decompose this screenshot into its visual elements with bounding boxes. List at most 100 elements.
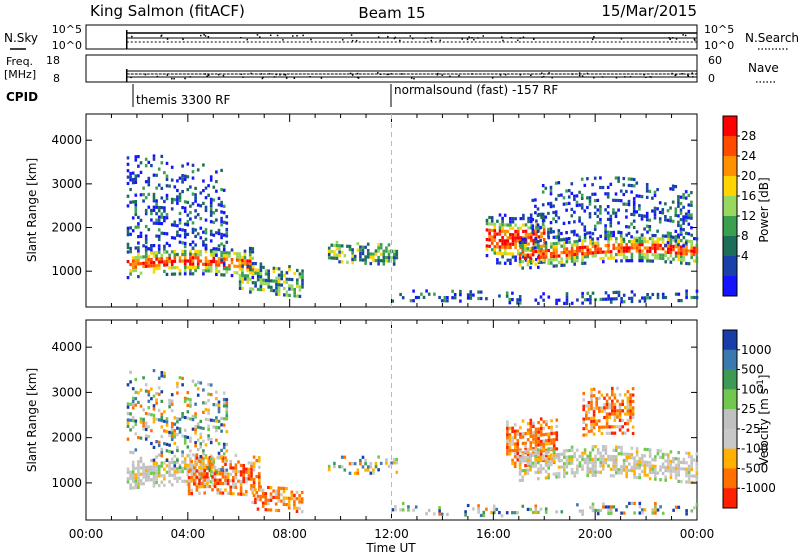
echo-cell (555, 298, 558, 302)
echo-cell (212, 198, 216, 202)
echo-cell (532, 453, 535, 457)
nsky-trace-dot (131, 35, 133, 38)
echo-cell (343, 468, 347, 472)
echo-cell (200, 475, 204, 479)
echo-cell (238, 283, 242, 287)
echo-cell (605, 393, 609, 397)
echo-cell (677, 243, 680, 247)
echo-cell (147, 205, 151, 209)
echo-cell (134, 432, 138, 436)
echo-cell (611, 399, 614, 403)
echo-cell (635, 181, 639, 185)
echo-cell (250, 461, 253, 465)
echo-cell (547, 438, 551, 442)
freq-trace-dot (593, 76, 595, 79)
echo-cell (493, 245, 497, 249)
echo-cell (139, 482, 143, 486)
echo-cell (680, 255, 683, 259)
echo-cell (189, 217, 192, 221)
echo-cell (552, 456, 556, 460)
echo-cell (545, 432, 548, 436)
echo-cell (532, 437, 535, 441)
freq-trace-dot (624, 76, 626, 78)
echo-cell (191, 230, 195, 235)
echo-cell (165, 241, 169, 245)
echo-cell (224, 482, 227, 486)
echo-cell (661, 256, 665, 260)
echo-cell (643, 508, 647, 512)
echo-cell (591, 502, 595, 506)
echo-cell (513, 452, 517, 456)
echo-cell (379, 461, 383, 465)
echo-cell (245, 480, 248, 484)
echo-cell (181, 479, 184, 483)
echo-cell (183, 235, 187, 239)
echo-cell (631, 431, 635, 436)
echo-cell (496, 261, 499, 265)
echo-cell (248, 259, 252, 263)
echo-cell (243, 259, 247, 263)
echo-cell (578, 235, 581, 239)
echo-cell (199, 191, 203, 195)
echo-cell (602, 457, 605, 462)
echo-cell (539, 449, 543, 453)
echo-cell (147, 478, 151, 482)
echo-cell (690, 509, 694, 513)
echo-cell (607, 240, 610, 244)
echo-cell (509, 245, 512, 249)
echo-cell (165, 197, 169, 201)
echo-cell (191, 192, 195, 196)
echo-cell (604, 233, 607, 237)
echo-cell (204, 247, 208, 251)
echo-cell (242, 492, 245, 496)
echo-cell (503, 213, 507, 217)
echo-cell (641, 508, 644, 512)
echo-cell (228, 254, 231, 258)
echo-cell (348, 244, 352, 248)
echo-cell (217, 406, 221, 411)
echo-cell (586, 205, 589, 210)
echo-cell (505, 511, 509, 515)
echo-cell (147, 412, 151, 416)
echo-cell (599, 217, 602, 222)
echo-cell (505, 294, 509, 298)
echo-cell (222, 401, 226, 405)
echo-cell (549, 192, 553, 196)
echo-cell (173, 460, 177, 464)
echo-cell (250, 484, 253, 488)
echo-cell (168, 398, 171, 402)
echo-cell (258, 472, 261, 476)
echo-cell (576, 243, 579, 247)
echo-cell (126, 162, 130, 166)
echo-cell (209, 266, 213, 270)
echo-cell (186, 435, 190, 439)
echo-cell (625, 233, 628, 237)
nsky-trace-dot (461, 38, 463, 40)
echo-cell (183, 200, 187, 204)
echo-cell (150, 429, 153, 433)
freq-trace (125, 69, 697, 82)
echo-cell (287, 503, 291, 507)
echo-cell (544, 476, 548, 480)
echo-cell (542, 467, 545, 471)
echo-cell (157, 247, 161, 251)
freq-trace-dot (650, 76, 652, 78)
echo-cell (565, 208, 568, 212)
echo-cell (212, 260, 216, 264)
echo-cell (617, 293, 621, 298)
echo-cell (614, 211, 618, 215)
freq-trace-dot (356, 72, 359, 75)
echo-cell (664, 253, 667, 257)
echo-cell (591, 192, 594, 196)
echo-cell (537, 235, 541, 239)
echo-cell (580, 196, 584, 200)
echo-cell (270, 285, 273, 289)
echo-cell (550, 255, 553, 259)
echo-cell (529, 455, 532, 459)
echo-cell (160, 412, 164, 416)
echo-cell (508, 436, 512, 440)
echo-cell (624, 393, 627, 397)
echo-cell (129, 171, 132, 176)
echo-cell (521, 435, 525, 439)
echo-cell (493, 232, 497, 236)
